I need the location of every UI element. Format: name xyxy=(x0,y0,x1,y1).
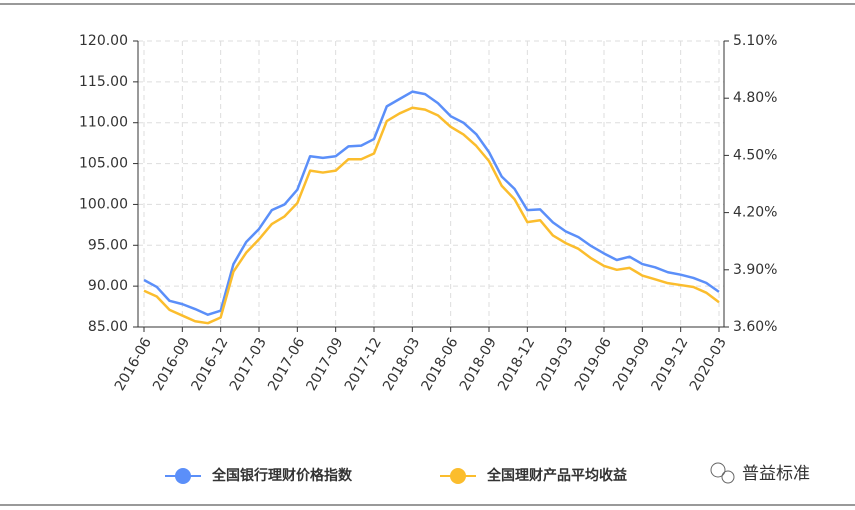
x-tick-label: 2019-03 xyxy=(533,335,576,394)
watermark-text: 普益标准 xyxy=(742,464,810,484)
legend-marker xyxy=(450,468,466,484)
legend-label: 全国银行理财价格指数 xyxy=(211,467,353,484)
y-tick-label: 95.00 xyxy=(88,237,128,253)
legend-label: 全国理财产品平均收益 xyxy=(486,467,627,484)
y-tick-label: 105.00 xyxy=(79,156,128,172)
x-tick-label: 2018-06 xyxy=(418,335,461,394)
x-tick-label: 2019-12 xyxy=(648,335,691,394)
line-series xyxy=(143,90,720,316)
x-tick-label: 2016-06 xyxy=(112,335,155,394)
y2-tick-label: 3.60% xyxy=(733,319,777,335)
x-tick-label: 2017-09 xyxy=(303,335,346,394)
y2-tick-label: 4.20% xyxy=(733,205,777,221)
y-tick-label: 100.00 xyxy=(79,196,128,212)
y-tick-label: 115.00 xyxy=(79,74,128,90)
y2-tick-label: 5.10% xyxy=(733,33,777,49)
x-tick-label: 2016-09 xyxy=(150,335,193,394)
x-tick-label: 2018-12 xyxy=(495,335,538,394)
y2-tick-label: 3.90% xyxy=(733,262,777,278)
y-tick-label: 85.00 xyxy=(88,319,128,335)
line-series xyxy=(143,106,720,325)
wechat-icon xyxy=(710,462,726,478)
x-tick-label: 2017-12 xyxy=(342,335,385,394)
x-tick-label: 2019-06 xyxy=(572,335,615,394)
x-tick-label: 2016-12 xyxy=(188,335,231,394)
y-tick-label: 120.00 xyxy=(79,33,128,49)
x-tick-label: 2017-06 xyxy=(265,335,308,394)
y2-tick-label: 4.50% xyxy=(733,147,777,163)
y2-tick-label: 4.80% xyxy=(733,90,777,106)
x-tick-label: 2017-03 xyxy=(227,335,270,394)
x-tick-label: 2018-09 xyxy=(457,335,500,394)
x-tick-label: 2020-03 xyxy=(687,335,730,394)
watermark: 普益标准 xyxy=(710,462,810,484)
x-tick-label: 2019-09 xyxy=(610,335,653,394)
legend-marker xyxy=(175,468,191,484)
x-tick-label: 2018-03 xyxy=(380,335,423,394)
wechat-icon xyxy=(721,470,735,484)
y-tick-label: 90.00 xyxy=(88,278,128,294)
y-tick-label: 110.00 xyxy=(79,115,128,131)
